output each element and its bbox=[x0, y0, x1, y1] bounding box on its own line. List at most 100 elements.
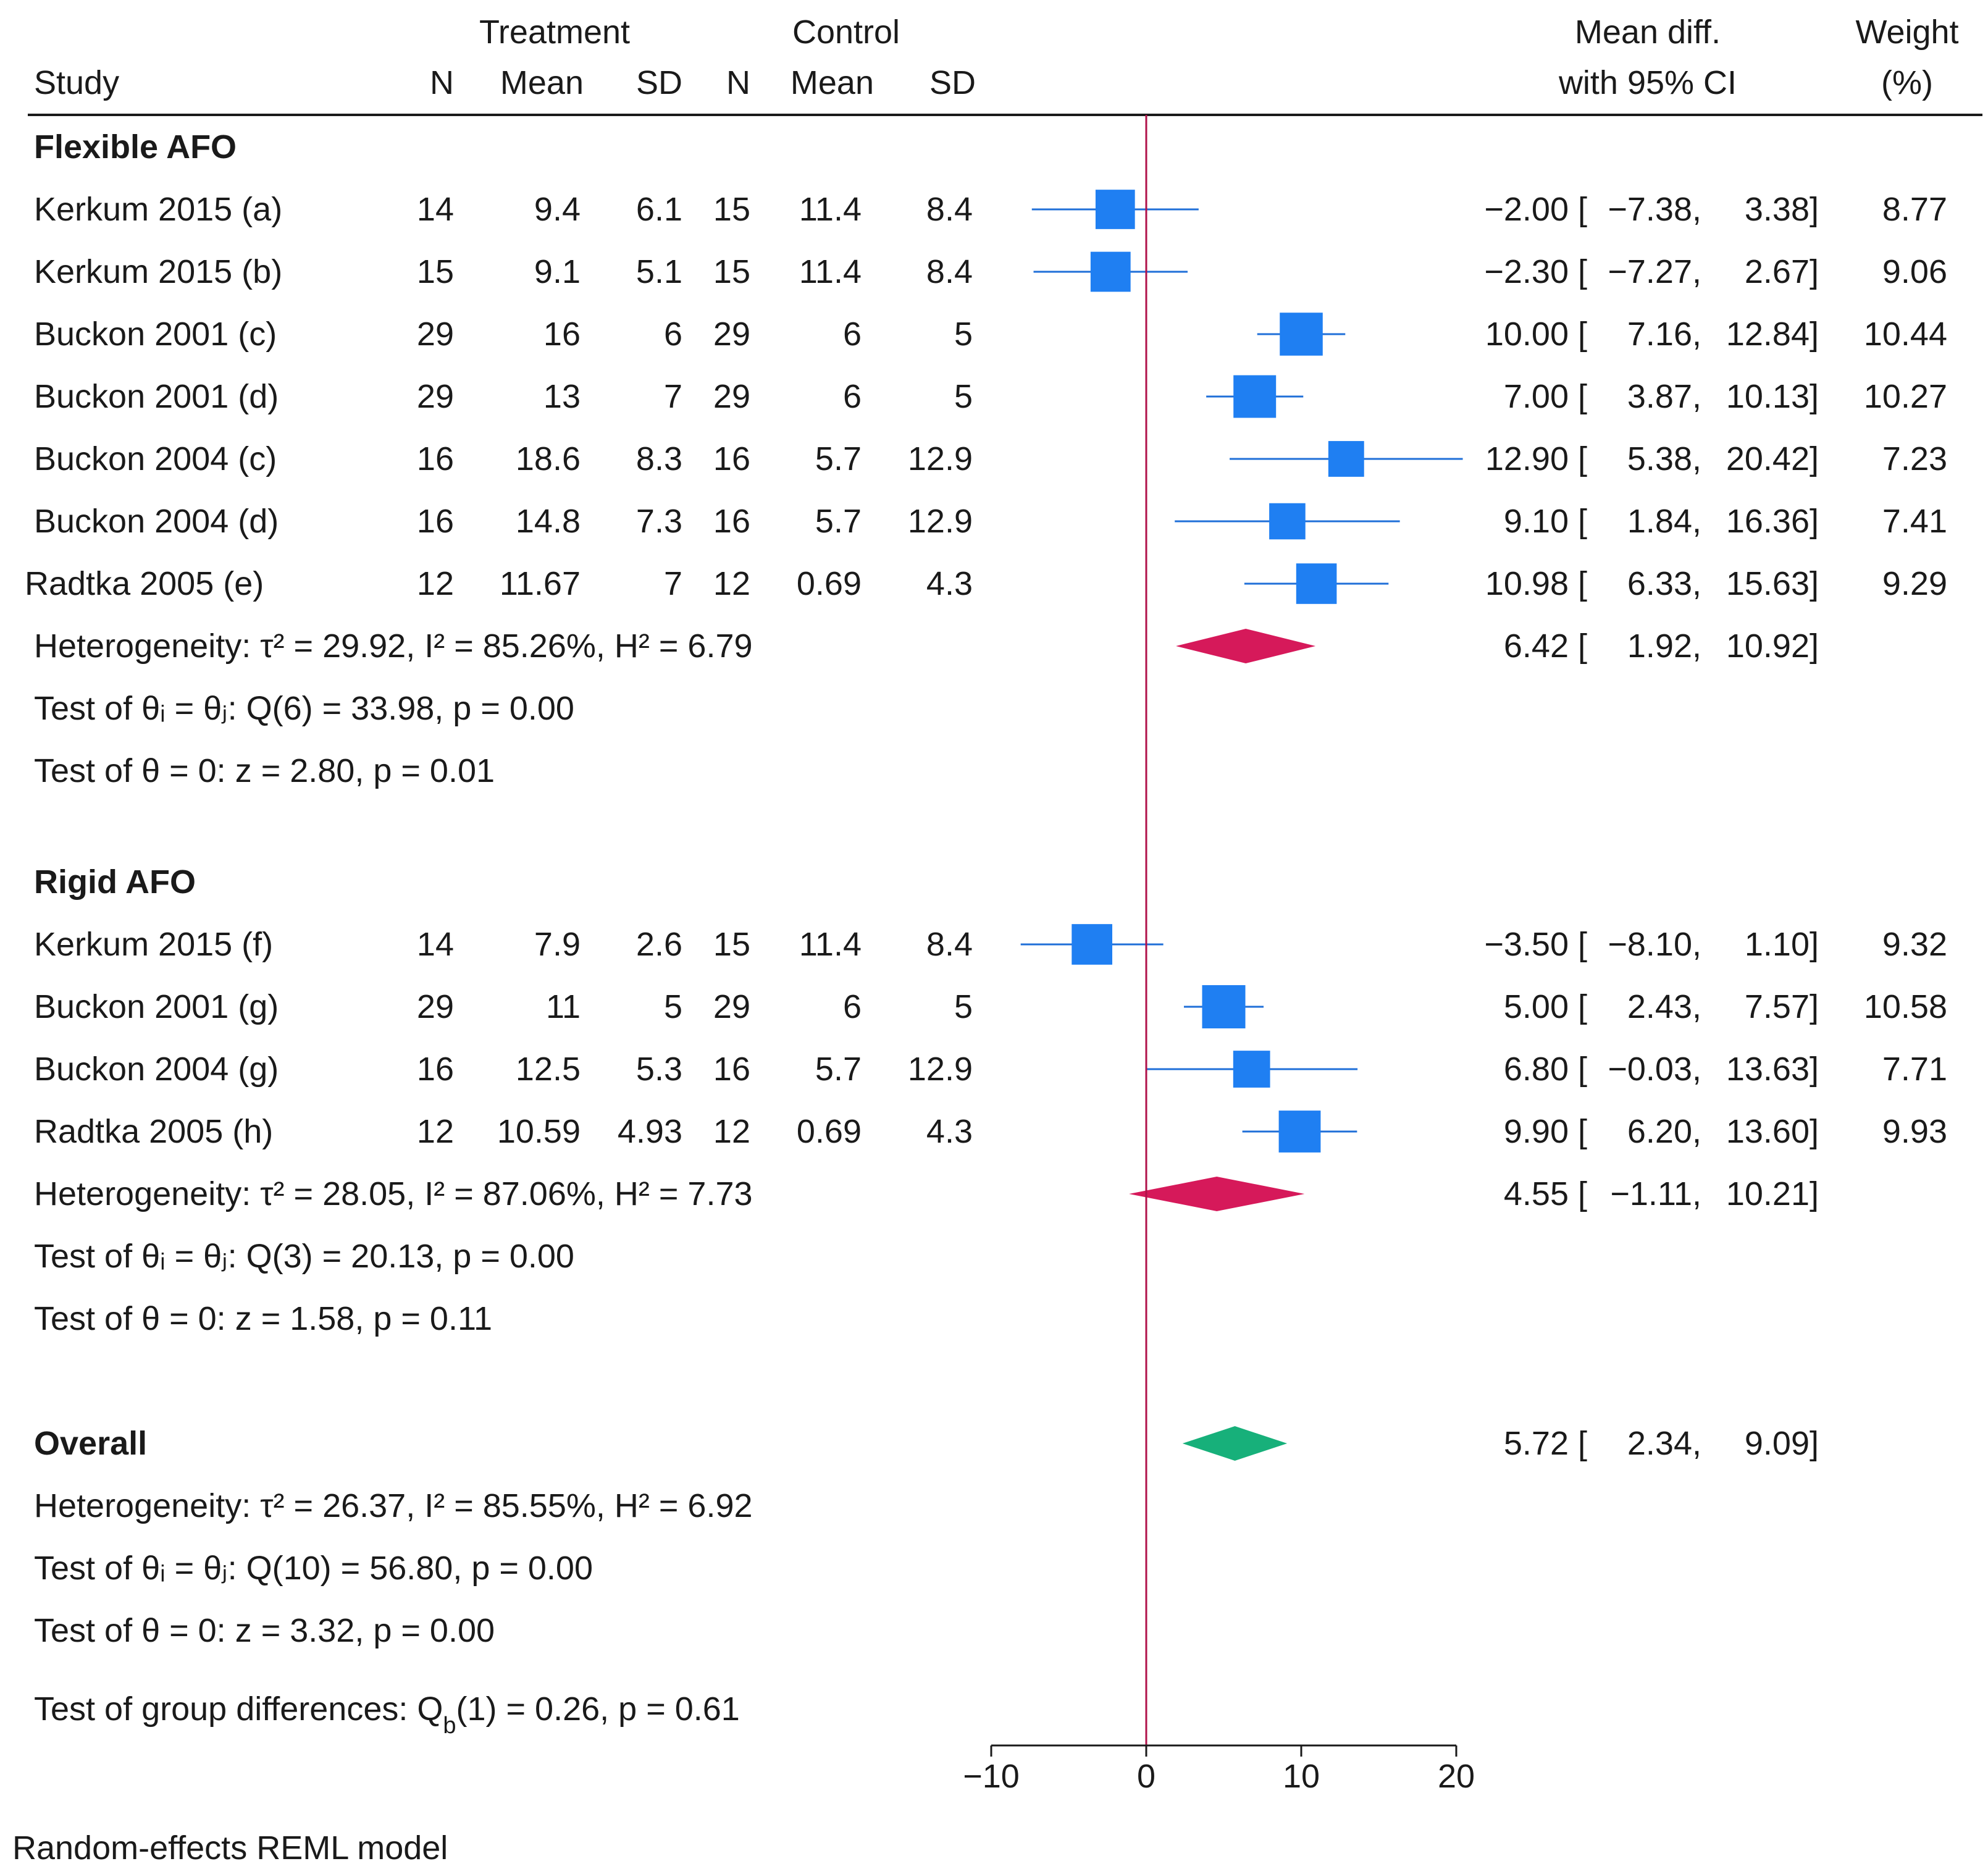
ci-open-bracket: [ bbox=[1578, 440, 1587, 477]
group-summary-diamond bbox=[1176, 629, 1316, 663]
x-axis-tick-label: 10 bbox=[1283, 1758, 1320, 1795]
ci-open-bracket: [ bbox=[1578, 565, 1587, 602]
weight: 7.41 bbox=[1882, 503, 1947, 540]
control-sd: 8.4 bbox=[926, 926, 973, 963]
mean-diff: −2.30 bbox=[1484, 253, 1569, 290]
header-effect-top: Mean diff. bbox=[1575, 14, 1721, 51]
study-square bbox=[1072, 924, 1112, 965]
control-sd: 4.3 bbox=[926, 565, 973, 602]
group-differences-test: Test of group differences: Qb(1) = 0.26,… bbox=[34, 1690, 740, 1739]
control-mean: 5.7 bbox=[815, 1051, 862, 1088]
treatment-n: 29 bbox=[417, 378, 454, 415]
treatment-sd: 2.6 bbox=[636, 926, 682, 963]
study-label: Kerkum 2015 (a) bbox=[34, 191, 282, 228]
weight: 10.44 bbox=[1864, 316, 1947, 353]
group-z-test: Test of θ = 0: z = 1.58, p = 0.11 bbox=[34, 1300, 492, 1337]
study-square bbox=[1269, 503, 1306, 540]
treatment-n: 16 bbox=[417, 1051, 454, 1088]
study-label: Kerkum 2015 (b) bbox=[34, 253, 282, 290]
header-control-sd: SD bbox=[929, 64, 976, 101]
group-q-test: Test of θᵢ = θⱼ: Q(6) = 33.98, p = 0.00 bbox=[34, 690, 574, 727]
treatment-mean: 11.67 bbox=[500, 565, 581, 602]
treatment-n: 14 bbox=[417, 191, 454, 228]
ci-lower: 1.84, bbox=[1627, 503, 1701, 540]
control-n: 29 bbox=[713, 378, 750, 415]
ci-open-bracket: [ bbox=[1578, 1113, 1587, 1150]
overall-ci-open-bracket: [ bbox=[1578, 1425, 1587, 1462]
group-summary-ci-upper: 10.92] bbox=[1726, 628, 1819, 665]
control-n: 16 bbox=[713, 1051, 750, 1088]
treatment-mean: 16 bbox=[543, 316, 581, 353]
control-mean: 6 bbox=[843, 378, 862, 415]
treatment-mean: 10.59 bbox=[497, 1113, 581, 1150]
group-summary-diamond bbox=[1129, 1177, 1305, 1211]
control-mean: 11.4 bbox=[799, 926, 862, 963]
mean-diff: 7.00 bbox=[1504, 378, 1569, 415]
control-n: 15 bbox=[713, 253, 750, 290]
control-sd: 8.4 bbox=[926, 191, 973, 228]
treatment-sd: 5 bbox=[664, 988, 682, 1025]
control-mean: 5.7 bbox=[815, 503, 862, 540]
control-mean: 11.4 bbox=[799, 191, 862, 228]
overall-mean-diff: 5.72 bbox=[1504, 1425, 1569, 1462]
study-label: Buckon 2004 (c) bbox=[34, 440, 277, 477]
study-square bbox=[1278, 1111, 1321, 1153]
treatment-sd: 7 bbox=[664, 565, 682, 602]
treatment-sd: 8.3 bbox=[636, 440, 682, 477]
ci-lower: 3.87, bbox=[1627, 378, 1701, 415]
header-weight-bottom: (%) bbox=[1881, 64, 1933, 101]
treatment-n: 15 bbox=[417, 253, 454, 290]
overall-diamond bbox=[1182, 1426, 1288, 1461]
treatment-mean: 14.8 bbox=[516, 503, 581, 540]
weight: 9.06 bbox=[1882, 253, 1947, 290]
ci-lower: −7.27, bbox=[1608, 253, 1701, 290]
control-mean: 6 bbox=[843, 316, 862, 353]
group-summary-ci-open-bracket: [ bbox=[1578, 628, 1587, 665]
treatment-n: 12 bbox=[417, 1113, 454, 1150]
control-sd: 8.4 bbox=[926, 253, 973, 290]
group-title: Flexible AFO bbox=[34, 128, 237, 166]
x-axis-tick-label: −10 bbox=[963, 1758, 1020, 1795]
ci-lower: 5.38, bbox=[1627, 440, 1701, 477]
ci-open-bracket: [ bbox=[1578, 926, 1587, 963]
ci-upper: 10.13] bbox=[1726, 378, 1819, 415]
treatment-n: 16 bbox=[417, 440, 454, 477]
group-heterogeneity: Heterogeneity: τ² = 28.05, I² = 87.06%, … bbox=[34, 1175, 753, 1212]
treatment-mean: 18.6 bbox=[516, 440, 581, 477]
treatment-mean: 9.4 bbox=[534, 191, 581, 228]
mean-diff: 10.98 bbox=[1485, 565, 1569, 602]
treatment-sd: 7.3 bbox=[636, 503, 682, 540]
group-heterogeneity: Heterogeneity: τ² = 29.92, I² = 85.26%, … bbox=[34, 628, 753, 665]
ci-open-bracket: [ bbox=[1578, 191, 1587, 228]
ci-upper: 16.36] bbox=[1726, 503, 1819, 540]
ci-open-bracket: [ bbox=[1578, 316, 1587, 353]
study-square bbox=[1233, 375, 1277, 418]
treatment-mean: 9.1 bbox=[534, 253, 581, 290]
control-sd: 12.9 bbox=[908, 440, 973, 477]
x-axis-tick-label: 0 bbox=[1137, 1758, 1155, 1795]
treatment-mean: 13 bbox=[543, 378, 581, 415]
control-mean: 0.69 bbox=[797, 565, 862, 602]
group-summary-ci-upper: 10.21] bbox=[1726, 1175, 1819, 1212]
header-treatment-n: N bbox=[430, 64, 454, 101]
ci-lower: 2.43, bbox=[1627, 988, 1701, 1025]
mean-diff: 12.90 bbox=[1485, 440, 1569, 477]
treatment-n: 14 bbox=[417, 926, 454, 963]
study-square bbox=[1233, 1051, 1270, 1088]
control-n: 16 bbox=[713, 503, 750, 540]
header-treatment-mean: Mean bbox=[500, 64, 584, 101]
header-study: Study bbox=[34, 64, 119, 101]
ci-upper: 20.42] bbox=[1726, 440, 1819, 477]
weight: 9.29 bbox=[1882, 565, 1947, 602]
header-effect-bottom: with 95% CI bbox=[1558, 64, 1737, 101]
treatment-sd: 6 bbox=[664, 316, 682, 353]
mean-diff: 9.90 bbox=[1504, 1113, 1569, 1150]
control-n: 15 bbox=[713, 191, 750, 228]
ci-open-bracket: [ bbox=[1578, 988, 1587, 1025]
control-sd: 4.3 bbox=[926, 1113, 973, 1150]
header-control-mean: Mean bbox=[791, 64, 874, 101]
ci-lower: 6.33, bbox=[1627, 565, 1701, 602]
control-sd: 5 bbox=[954, 378, 973, 415]
treatment-mean: 7.9 bbox=[534, 926, 581, 963]
